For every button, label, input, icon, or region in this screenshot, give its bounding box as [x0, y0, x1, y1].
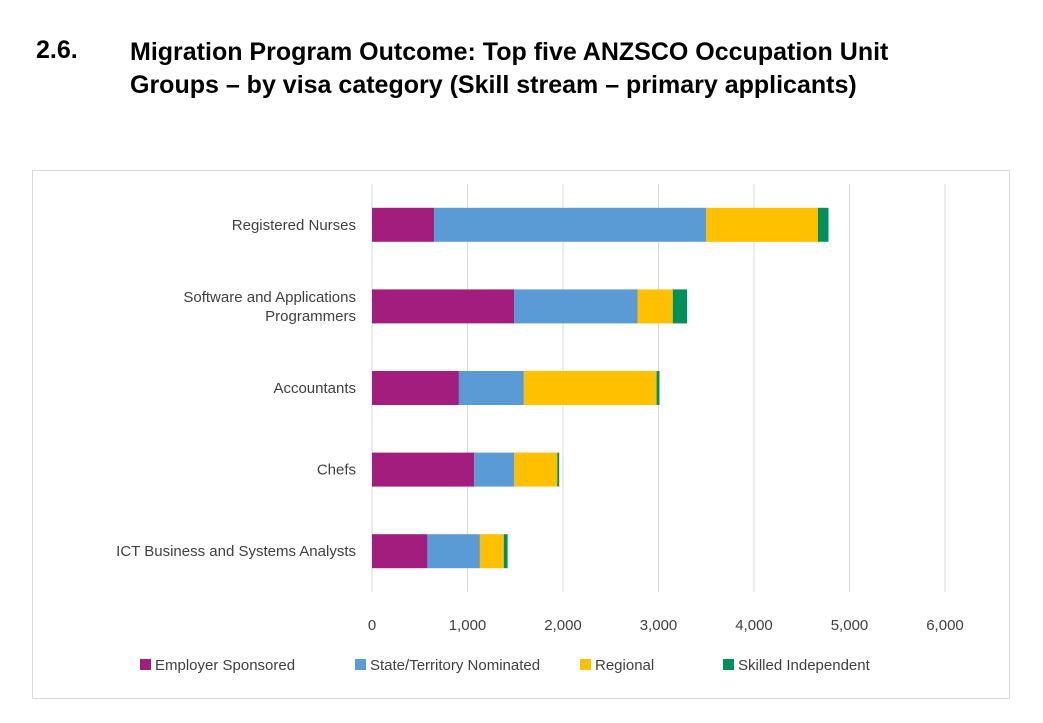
legend-label: Employer Sponsored — [155, 657, 295, 674]
bar-segment — [656, 371, 660, 405]
legend-swatch — [580, 659, 591, 670]
x-tick-label: 2,000 — [544, 617, 582, 634]
x-tick-label: 4,000 — [735, 617, 773, 634]
bar-segment — [479, 534, 504, 569]
bar-segment — [672, 289, 688, 324]
bar-segment — [817, 207, 829, 242]
category-label: Chefs — [317, 462, 356, 479]
bar-segment — [372, 289, 515, 324]
legend-swatch — [723, 659, 734, 670]
bar-segment — [434, 207, 707, 242]
bar-segment — [372, 534, 428, 569]
bar-segment — [523, 371, 657, 405]
bar-segment — [474, 452, 515, 487]
bar-segment — [372, 207, 435, 242]
category-label: Programmers — [265, 308, 356, 325]
bar-segment — [637, 289, 673, 324]
x-tick-label: 3,000 — [640, 617, 678, 634]
x-tick-label: 1,000 — [449, 617, 487, 634]
bar-segment — [372, 371, 459, 405]
bar-segment — [514, 289, 638, 324]
legend-label: Skilled Independent — [738, 657, 871, 674]
x-tick-label: 5,000 — [831, 617, 869, 634]
bar-segment — [458, 371, 524, 405]
category-label: ICT Business and Systems Analysts — [116, 543, 356, 560]
legend-label: State/Territory Nominated — [370, 657, 540, 674]
bar-segment — [706, 207, 818, 242]
category-label: Software and Applications — [183, 289, 356, 306]
legend-swatch — [355, 659, 366, 670]
bar-segment — [427, 534, 480, 569]
category-label: Registered Nurses — [232, 217, 356, 234]
legend-swatch — [140, 659, 151, 670]
bar-segment — [372, 452, 475, 487]
chart-title: Migration Program Outcome: Top five ANZS… — [130, 38, 889, 99]
bar-segment — [503, 534, 508, 569]
chart-frame — [32, 170, 1010, 699]
bar-segment — [514, 452, 558, 487]
bar-segment — [557, 452, 560, 487]
section-number: 2.6. — [36, 36, 78, 64]
category-label: Accountants — [273, 380, 356, 397]
legend-label: Regional — [595, 657, 654, 674]
x-tick-label: 0 — [368, 617, 376, 634]
x-tick-label: 6,000 — [926, 617, 964, 634]
